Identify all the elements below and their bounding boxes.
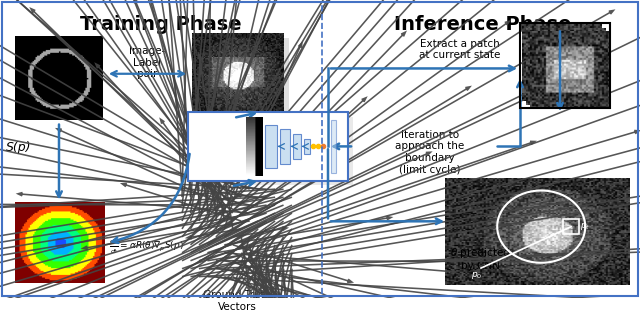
- Text: $\theta$ predicted
by CNN: $\theta$ predicted by CNN: [450, 246, 510, 271]
- Text: S(p): S(p): [6, 141, 31, 154]
- Text: Extract a patch
at current state: Extract a patch at current state: [419, 38, 500, 60]
- FancyBboxPatch shape: [188, 112, 348, 181]
- Text: Ground Truth
Vectors: Ground Truth Vectors: [203, 290, 271, 311]
- FancyBboxPatch shape: [265, 125, 277, 168]
- Text: $G \approx \hat{G}$: $G \approx \hat{G}$: [203, 138, 243, 157]
- Text: $p_t$: $p_t$: [580, 221, 591, 232]
- FancyBboxPatch shape: [197, 38, 289, 122]
- FancyBboxPatch shape: [293, 134, 301, 159]
- FancyBboxPatch shape: [304, 139, 310, 154]
- Text: Inference Phase: Inference Phase: [394, 15, 572, 34]
- Text: Training Phase: Training Phase: [80, 15, 242, 34]
- FancyBboxPatch shape: [193, 117, 353, 185]
- Text: $\frac{dp}{dt}=\alpha R(\theta)\nabla_p S(p)$: $\frac{dp}{dt}=\alpha R(\theta)\nabla_p …: [109, 238, 184, 256]
- FancyBboxPatch shape: [280, 129, 290, 163]
- Text: $p_0$: $p_0$: [471, 270, 483, 281]
- Text: Image-
Label
pair: Image- Label pair: [129, 46, 166, 79]
- Text: Iteration to
approach the
boundary
(limit cycle): Iteration to approach the boundary (limi…: [396, 130, 465, 175]
- FancyBboxPatch shape: [331, 120, 336, 173]
